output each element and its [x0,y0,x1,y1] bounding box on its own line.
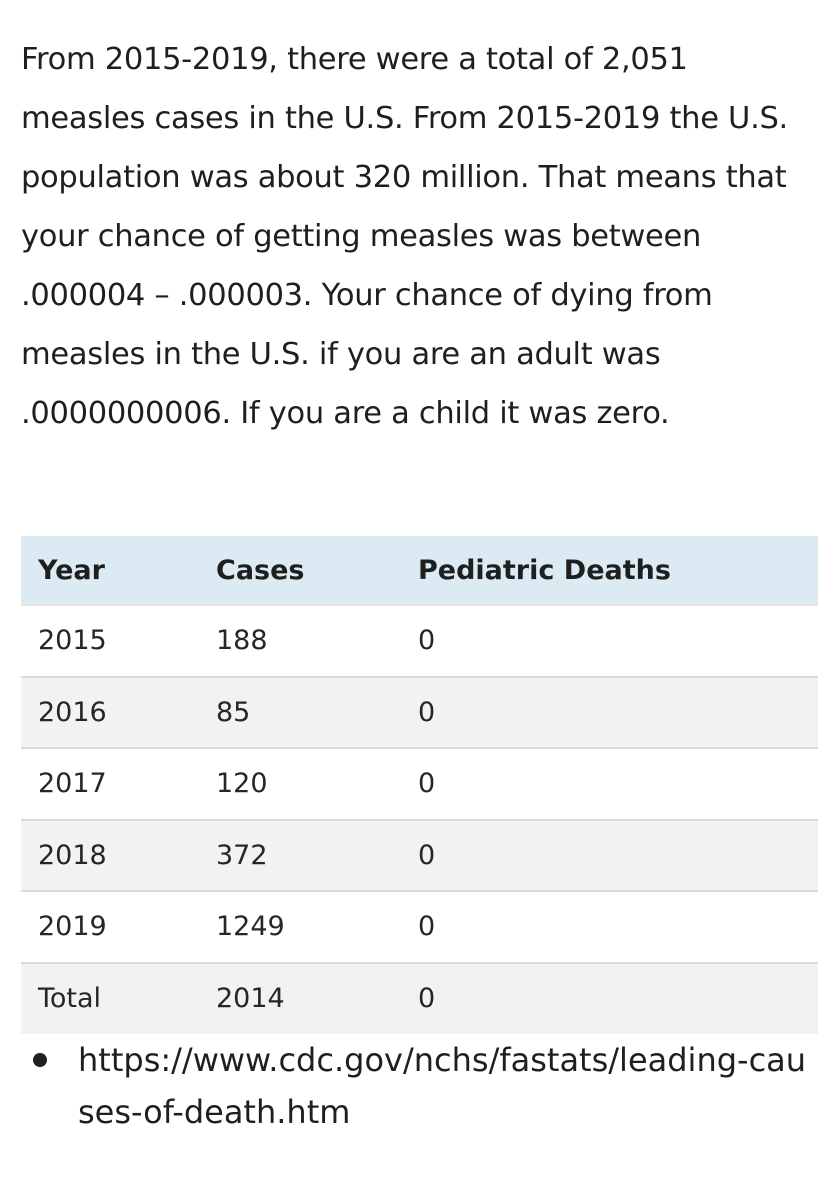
source-list: https://www.cdc.gov/nchs/fastats/leading… [21,1034,819,1138]
cell-cases: 85 [216,696,251,728]
cell-pediatric-deaths: 0 [418,768,436,800]
table-header: Year Cases Pediatric Deaths [21,536,818,606]
intro-paragraph: From 2015-2019, there were a total of 2,… [21,42,788,431]
table-body: 2015 188 0 2016 85 0 2017 120 0 2018 372… [21,605,818,1034]
cell-pediatric-deaths: 0 [418,911,436,943]
measles-cases-table: Year Cases Pediatric Deaths 2015 188 0 2… [21,536,818,1034]
cell-pediatric-deaths: 0 [418,696,436,728]
column-header-cases: Cases [199,536,401,606]
table-row: 2015 188 0 [21,605,818,677]
cell-total-pediatric-deaths: 0 [418,983,436,1015]
table-header-row: Year Cases Pediatric Deaths [21,536,818,606]
source-list-item: https://www.cdc.gov/nchs/fastats/leading… [21,1034,819,1138]
table-row: 2017 120 0 [21,748,818,820]
cell-cases: 1249 [216,911,285,943]
cell-cases: 188 [216,625,268,657]
bullet-icon [33,1053,47,1067]
cell-year: 2015 [38,625,107,657]
table-row: 2019 1249 0 [21,891,818,963]
table-row-total: Total 2014 0 [21,962,818,1034]
table-row: 2016 85 0 [21,676,818,748]
cell-cases: 372 [216,839,268,871]
cell-year: 2019 [38,911,107,943]
table-row: 2018 372 0 [21,819,818,891]
cell-total-label: Total [38,983,102,1015]
column-header-year: Year [21,536,199,606]
cell-year: 2016 [38,696,107,728]
article-body: From 2015-2019, there were a total of 2,… [21,30,819,443]
cell-pediatric-deaths: 0 [418,625,436,657]
cell-year: 2017 [38,768,107,800]
cell-cases: 120 [216,768,268,800]
source-link[interactable]: https://www.cdc.gov/nchs/fastats/leading… [78,1041,807,1131]
cell-total-cases: 2014 [216,983,285,1015]
cell-pediatric-deaths: 0 [418,839,436,871]
cell-year: 2018 [38,839,107,871]
column-header-pediatric-deaths: Pediatric Deaths [401,536,818,606]
